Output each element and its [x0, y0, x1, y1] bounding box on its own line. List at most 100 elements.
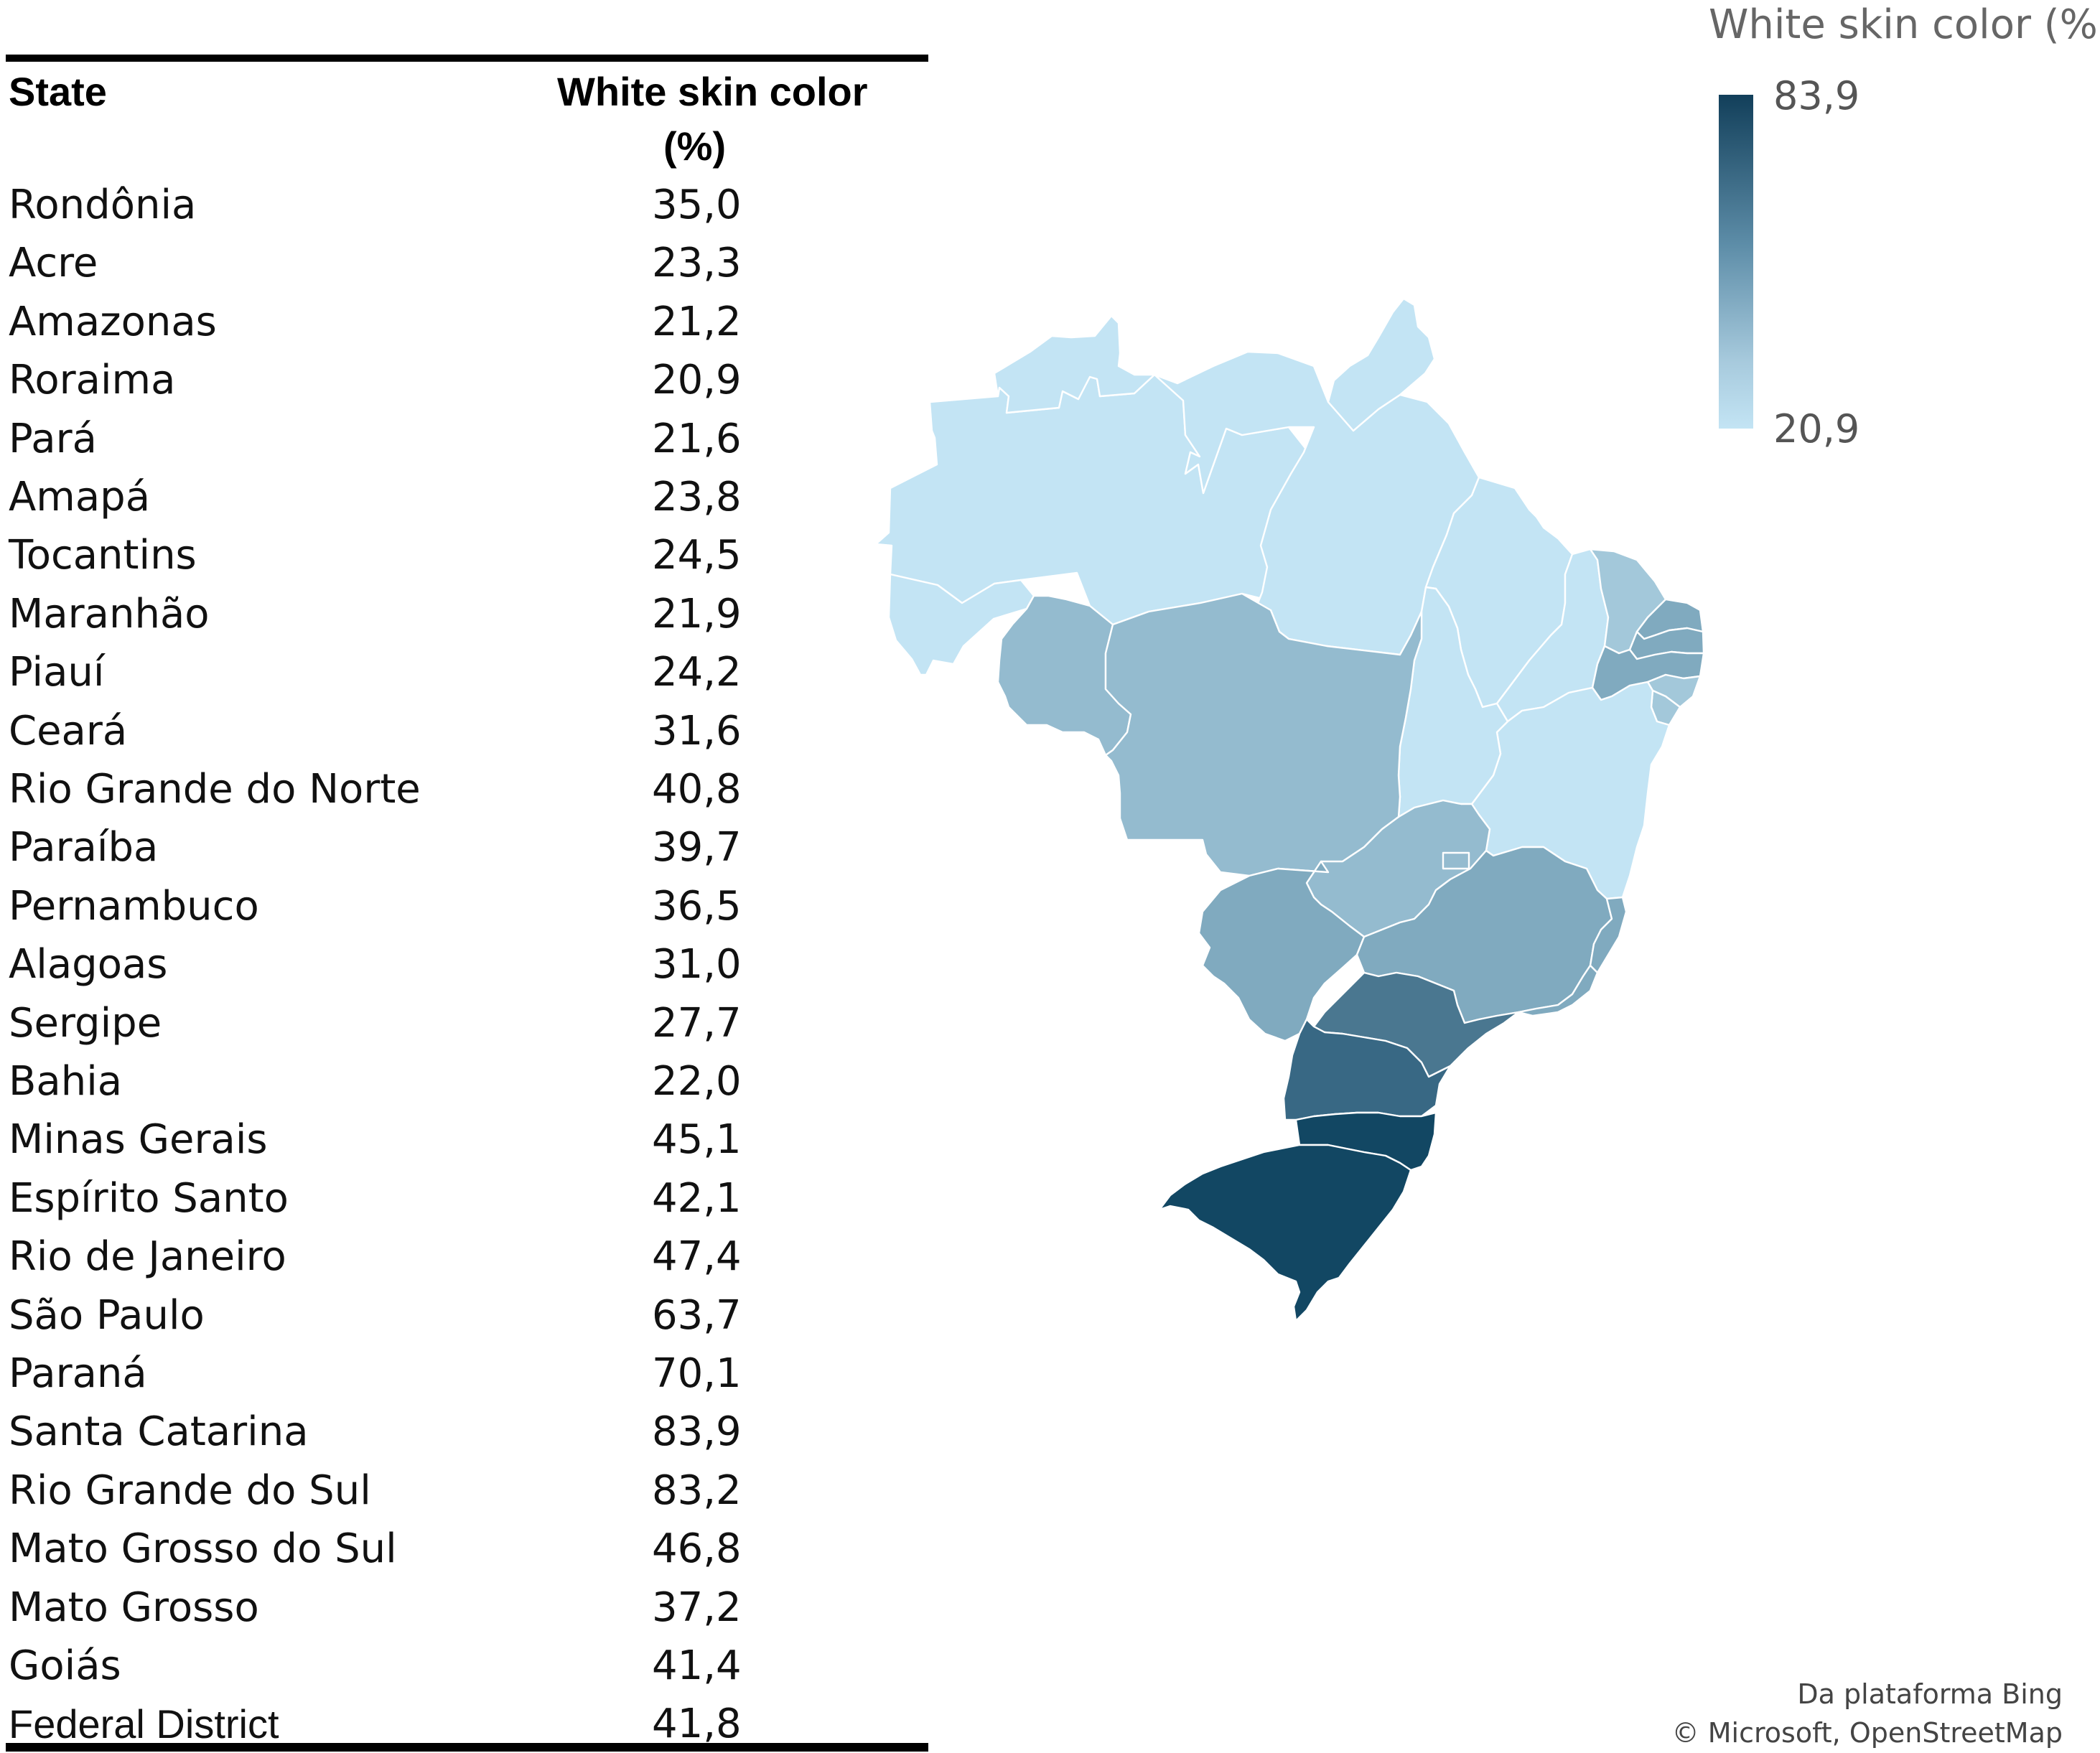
attribution-platform: Da plataforma Bing [1797, 1678, 2063, 1710]
white-skin-value: 36,5 [652, 882, 742, 930]
white-skin-value: 27,7 [652, 999, 742, 1047]
white-skin-value: 46,8 [652, 1525, 742, 1573]
table-row: Rio Grande do Sul 83,2 [6, 1462, 928, 1520]
state-parana [1282, 1018, 1452, 1121]
state-name: Mato Grosso do Sul [9, 1525, 397, 1573]
table-row: Espírito Santo 42,1 [6, 1170, 928, 1228]
brazil-map [811, 273, 2032, 1507]
white-skin-value: 83,9 [652, 1408, 742, 1456]
legend-title: White skin color (%) [1709, 1, 2100, 48]
table-row: Ceará 31,6 [6, 703, 928, 760]
state-amapa [1327, 297, 1436, 432]
state-name: Rio de Janeiro [9, 1233, 286, 1281]
state-name: Piauí [9, 649, 105, 696]
white-skin-value: 40,8 [652, 766, 742, 813]
state-name: Goiás [9, 1642, 121, 1689]
state-name: São Paulo [9, 1291, 205, 1339]
legend-color-scale [1719, 95, 1753, 429]
white-skin-value: 41,4 [652, 1642, 742, 1689]
table-row: Tocantins 24,5 [6, 527, 928, 584]
state-acre [887, 573, 1035, 676]
state-name: Bahia [9, 1058, 123, 1105]
table-row: Bahia 22,0 [6, 1053, 928, 1111]
white-skin-value: 21,6 [652, 415, 742, 462]
table-row: Rio de Janeiro 47,4 [6, 1228, 928, 1286]
state-name: Rio Grande do Norte [9, 766, 421, 813]
state-name: Espírito Santo [9, 1174, 289, 1222]
white-skin-value: 45,1 [652, 1116, 742, 1164]
table-row: Amapá 23,8 [6, 469, 928, 526]
white-skin-value: 37,2 [652, 1584, 742, 1631]
table-row: Piauí 24,2 [6, 644, 928, 701]
legend-max-label: 83,9 [1773, 73, 1860, 118]
table-top-rule [6, 55, 928, 62]
state-name: Federal District [9, 1701, 279, 1747]
table-row: Roraima 20,9 [6, 352, 928, 409]
white-skin-value: 42,1 [652, 1174, 742, 1222]
table-row: Alagoas 31,0 [6, 936, 928, 994]
table-row: São Paulo 63,7 [6, 1287, 928, 1345]
state-name: Ceará [9, 707, 128, 754]
white-skin-value: 24,2 [652, 649, 742, 696]
table-row: Maranhão 21,9 [6, 586, 928, 643]
table-row: Mato Grosso 37,2 [6, 1579, 928, 1637]
header-value: White skin color [557, 69, 868, 114]
white-skin-value: 23,3 [652, 240, 742, 287]
table-row: Rondônia 35,0 [6, 177, 928, 234]
state-rio-grande-do-sul [1158, 1144, 1412, 1322]
white-skin-value: 23,8 [652, 474, 742, 520]
state-name: Pará [9, 415, 97, 462]
white-skin-value: 31,0 [652, 941, 742, 988]
state-name: Amazonas [9, 298, 217, 345]
state-name: Maranhão [9, 590, 210, 637]
table-row: Paraíba 39,7 [6, 819, 928, 876]
state-name: Paraná [9, 1350, 147, 1397]
state-name: Rondônia [9, 182, 197, 228]
table-row: Pará 21,6 [6, 411, 928, 468]
state-name: Sergipe [9, 999, 162, 1047]
state-name: Rio Grande do Sul [9, 1467, 371, 1514]
state-name: Acre [9, 240, 98, 287]
legend-min-label: 20,9 [1773, 406, 1860, 452]
white-skin-value: 24,5 [652, 532, 742, 579]
state-name: Alagoas [9, 941, 168, 988]
header-state: State [9, 69, 107, 114]
state-roraima [993, 314, 1156, 414]
white-skin-value: 63,7 [652, 1291, 742, 1339]
header-unit: (%) [663, 123, 727, 169]
white-skin-value: 70,1 [652, 1350, 742, 1397]
white-skin-value: 22,0 [652, 1058, 742, 1105]
table-row: Mato Grosso do Sul 46,8 [6, 1520, 928, 1578]
white-skin-value: 47,4 [652, 1233, 742, 1281]
table-row: Sergipe 27,7 [6, 995, 928, 1052]
state-name: Mato Grosso [9, 1584, 259, 1631]
state-name: Tocantins [9, 532, 197, 579]
table-row: Rio Grande do Norte 40,8 [6, 761, 928, 818]
white-skin-value: 41,8 [652, 1701, 742, 1748]
table-row: Paraná 70,1 [6, 1345, 928, 1403]
table-row: Acre 23,3 [6, 235, 928, 292]
state-name: Santa Catarina [9, 1408, 309, 1456]
white-skin-value: 21,2 [652, 298, 742, 345]
table-row: Federal District 41,8 [6, 1696, 928, 1753]
white-skin-value: 20,9 [652, 357, 742, 404]
white-skin-value: 31,6 [652, 707, 742, 754]
white-skin-value: 39,7 [652, 824, 742, 871]
table-row: Goiás 41,4 [6, 1637, 928, 1695]
attribution-copyright: © Microsoft, OpenStreetMap [1671, 1717, 2063, 1749]
white-skin-value: 21,9 [652, 590, 742, 637]
state-name: Minas Gerais [9, 1116, 268, 1164]
table-row: Santa Catarina 83,9 [6, 1403, 928, 1461]
state-name: Amapá [9, 474, 151, 520]
state-name: Pernambuco [9, 882, 259, 930]
table-row: Amazonas 21,2 [6, 294, 928, 351]
white-skin-value: 83,2 [652, 1467, 742, 1514]
table-row: Pernambuco 36,5 [6, 878, 928, 935]
white-skin-value: 35,0 [652, 182, 742, 228]
table-bottom-rule [6, 1743, 928, 1752]
state-name: Paraíba [9, 824, 159, 871]
state-rio-de-janeiro [1517, 964, 1599, 1017]
federal-district [1442, 851, 1470, 870]
table-row: Minas Gerais 45,1 [6, 1111, 928, 1169]
state-name: Roraima [9, 357, 176, 404]
